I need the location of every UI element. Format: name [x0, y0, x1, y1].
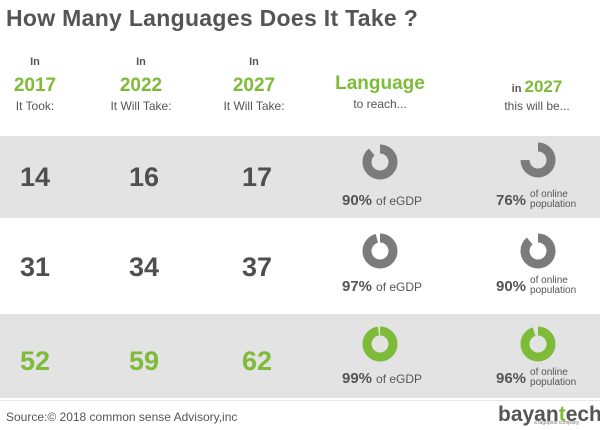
ring-arc	[362, 144, 398, 180]
gdp-percent: 97%	[342, 278, 373, 295]
page-title: How Many Languages Does It Take ?	[6, 5, 419, 31]
gdp-label: of eGDP	[376, 193, 423, 208]
gdp-ring-icon	[362, 326, 398, 362]
ring-arc	[520, 142, 556, 178]
footer-divider	[0, 400, 600, 401]
population-caption: 76% of online population	[496, 190, 576, 210]
header-future-in: in	[511, 83, 522, 95]
value-2022: 34	[128, 252, 160, 282]
source-note: Source:© 2018 common sense Advisory,inc	[6, 410, 238, 424]
gdp-percent: 99%	[342, 370, 373, 387]
population-percent: 90%	[496, 277, 527, 295]
header-language-title: Language	[335, 73, 425, 94]
population-caption: 90% of online population	[496, 276, 576, 296]
header-future-year: 2027	[524, 77, 563, 96]
bayantech-logo: bayantech	[498, 403, 600, 426]
gdp-label: of eGDP	[376, 371, 423, 386]
value-2017: 31	[19, 252, 51, 282]
header-2017: In 2017 It Took:	[0, 0, 70, 130]
population-label-line2: population	[530, 199, 577, 210]
header-language: Language to reach...	[325, 0, 435, 130]
population-ring-icon	[520, 233, 556, 269]
gdp-caption: 90% of eGDP	[342, 192, 422, 209]
table-row: 14 16 17 90% of eGDP 76% of online popula…	[0, 136, 600, 218]
ring-arc	[362, 326, 398, 362]
population-label-line2: population	[530, 285, 577, 296]
population-percent: 96%	[496, 369, 527, 387]
header-future-sub: this will be...	[504, 99, 570, 113]
header-sub: It Took:	[15, 99, 55, 113]
population-caption: 96% of online population	[496, 368, 576, 388]
value-2017: 52	[19, 346, 51, 376]
population-ring-icon	[520, 142, 556, 178]
value-2017: 14	[19, 162, 51, 192]
population-label-line1: of online	[530, 367, 568, 378]
population-label-line2: population	[530, 377, 577, 388]
gdp-label: of eGDP	[376, 279, 423, 294]
header-in-label: In	[249, 56, 259, 68]
header-year: 2027	[232, 75, 276, 96]
population-label: of online population	[530, 190, 576, 210]
header-sub: It Will Take:	[223, 99, 285, 113]
gdp-ring-icon	[362, 233, 398, 269]
value-2022: 16	[128, 162, 160, 192]
value-2022: 59	[128, 346, 160, 376]
gdp-caption: 97% of eGDP	[342, 278, 422, 295]
header-future-title: in 2027	[512, 77, 563, 97]
population-label: of online population	[530, 368, 576, 388]
population-label-line1: of online	[530, 275, 568, 286]
population-percent: 76%	[496, 191, 527, 209]
population-label: of online population	[530, 276, 576, 296]
population-ring-icon	[520, 326, 556, 362]
header-language-sub: to reach...	[353, 97, 407, 111]
header-year: 2022	[119, 75, 163, 96]
value-2027: 37	[241, 252, 273, 282]
ring-arc	[362, 233, 398, 269]
header-in-label: In	[136, 56, 146, 68]
header-future: in 2027 this will be...	[482, 0, 592, 130]
header-sub: It Will Take:	[110, 99, 172, 113]
population-label-line1: of online	[530, 189, 568, 200]
header-year: 2017	[13, 75, 57, 96]
header-2027: In 2027 It Will Take:	[212, 0, 296, 130]
header-2022: In 2022 It Will Take:	[99, 0, 183, 130]
gdp-ring-icon	[362, 144, 398, 180]
ring-arc	[520, 326, 556, 362]
ring-arc	[520, 233, 556, 269]
value-2027: 17	[241, 162, 273, 192]
table-row: 31 34 37 97% of eGDP 90% of online popula…	[0, 218, 600, 314]
logo-tagline: a tagopost company	[534, 420, 580, 426]
value-2027: 62	[241, 346, 273, 376]
gdp-caption: 99% of eGDP	[342, 370, 422, 387]
table-row: 52 59 62 99% of eGDP 96% of online popula…	[0, 314, 600, 398]
gdp-percent: 90%	[342, 192, 373, 209]
header-in-label: In	[30, 56, 40, 68]
